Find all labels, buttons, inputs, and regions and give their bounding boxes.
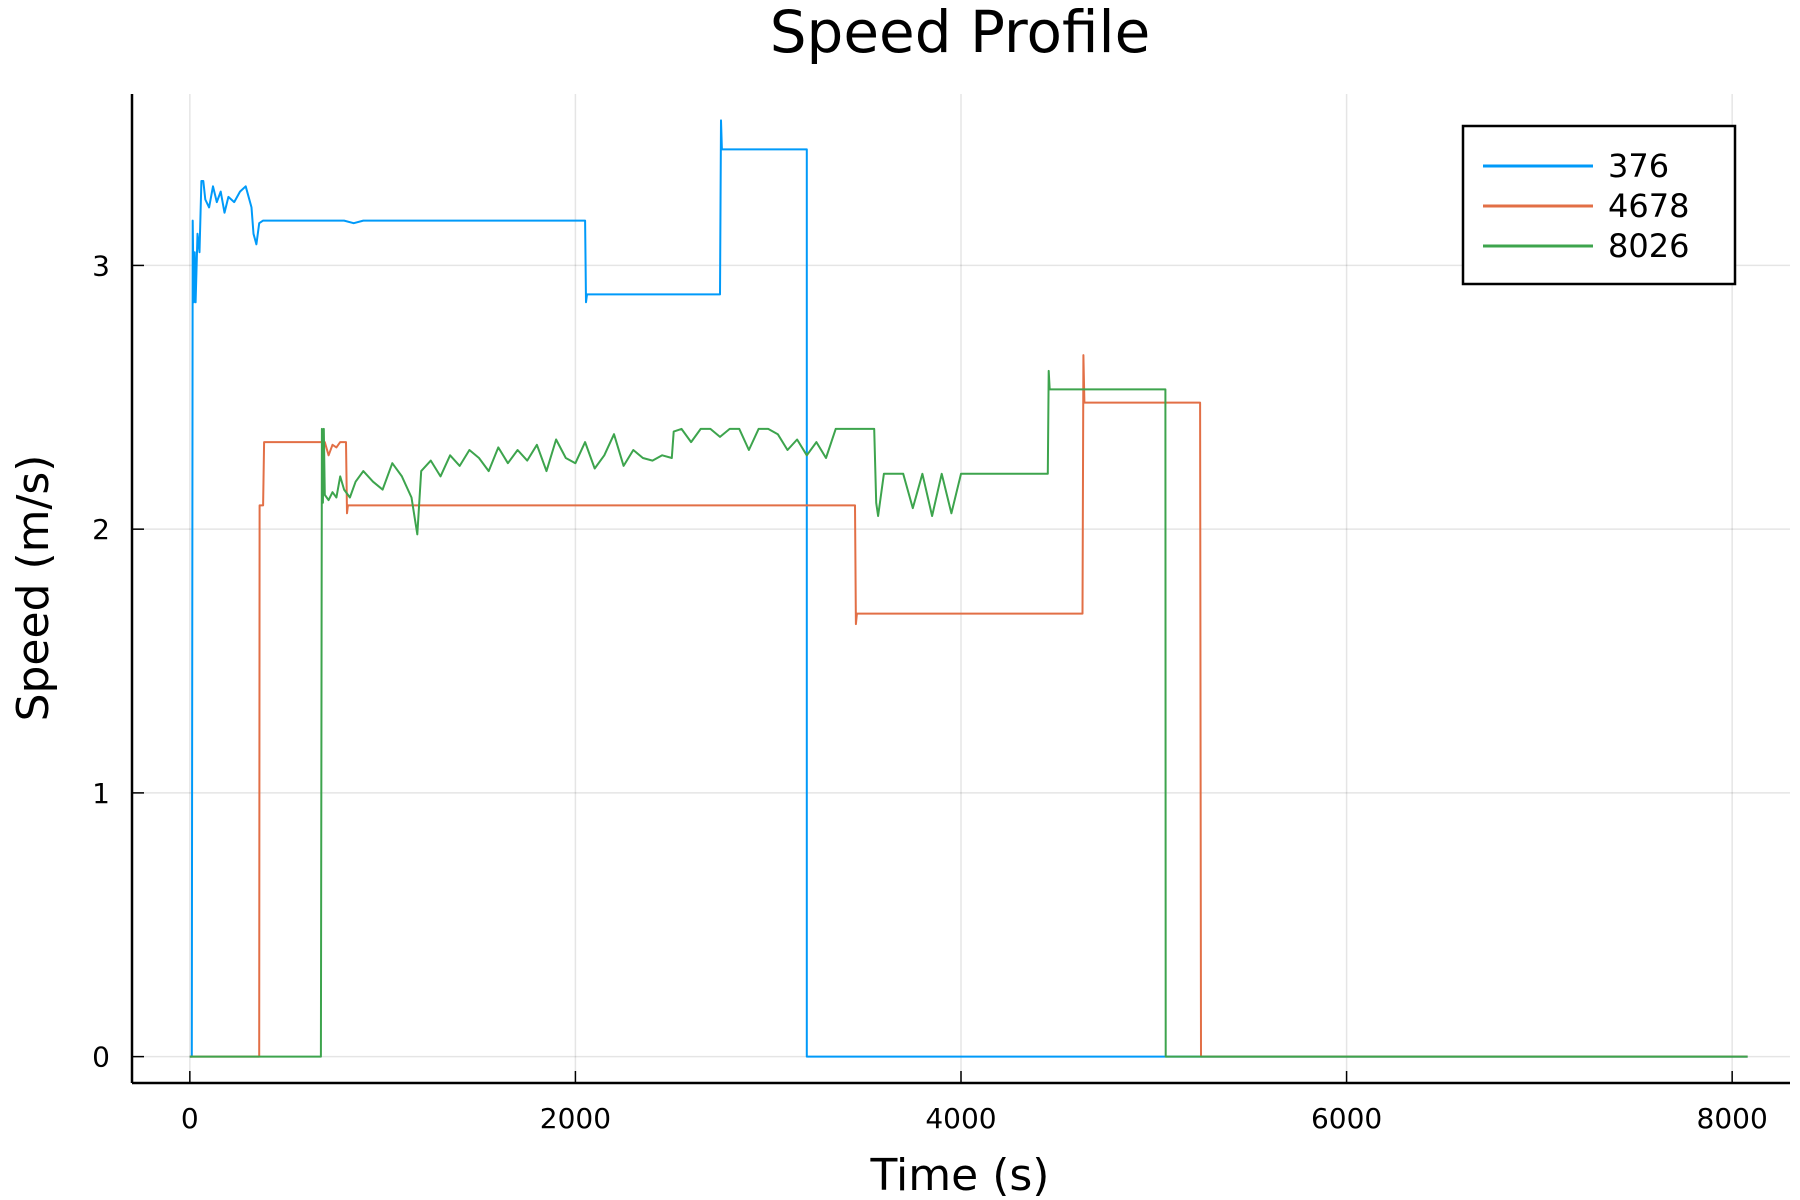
x-axis-title: Time (s) [870, 1150, 1050, 1200]
series-line-376 [189, 119, 1748, 1058]
y-axis-title: Speed (m/s) [8, 455, 59, 722]
y-tick-label: 0 [92, 1041, 110, 1074]
x-tick-label: 8000 [1697, 1102, 1768, 1135]
x-tick-label: 6000 [1311, 1102, 1382, 1135]
x-tick-label: 0 [181, 1102, 199, 1135]
axes [130, 94, 1790, 1085]
legend-label-8026: 8026 [1608, 227, 1689, 265]
series-line-8026 [189, 369, 1748, 1058]
legend-label-376: 376 [1608, 147, 1669, 185]
y-tick-label: 2 [92, 513, 110, 546]
x-tick-label: 2000 [540, 1102, 611, 1135]
tick-labels: 0 2000 4000 6000 8000 0 1 2 3 [92, 249, 1768, 1135]
series-line-4678 [189, 354, 1748, 1058]
chart-title: Speed Profile [770, 0, 1151, 66]
legend-label-4678: 4678 [1608, 187, 1689, 225]
x-tick-label: 4000 [925, 1102, 996, 1135]
y-tick-label: 3 [92, 249, 110, 282]
y-tick-label: 1 [92, 777, 110, 810]
series-layer [189, 119, 1748, 1058]
